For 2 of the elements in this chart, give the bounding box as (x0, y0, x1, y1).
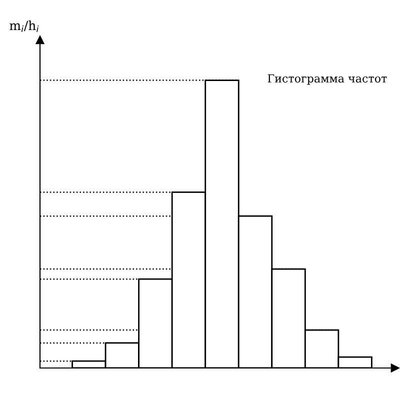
y-axis-title: m$_{i}$/h$_{i}$ (10, 20, 39, 32)
chart-title: Гистограмма частот (268, 74, 387, 85)
